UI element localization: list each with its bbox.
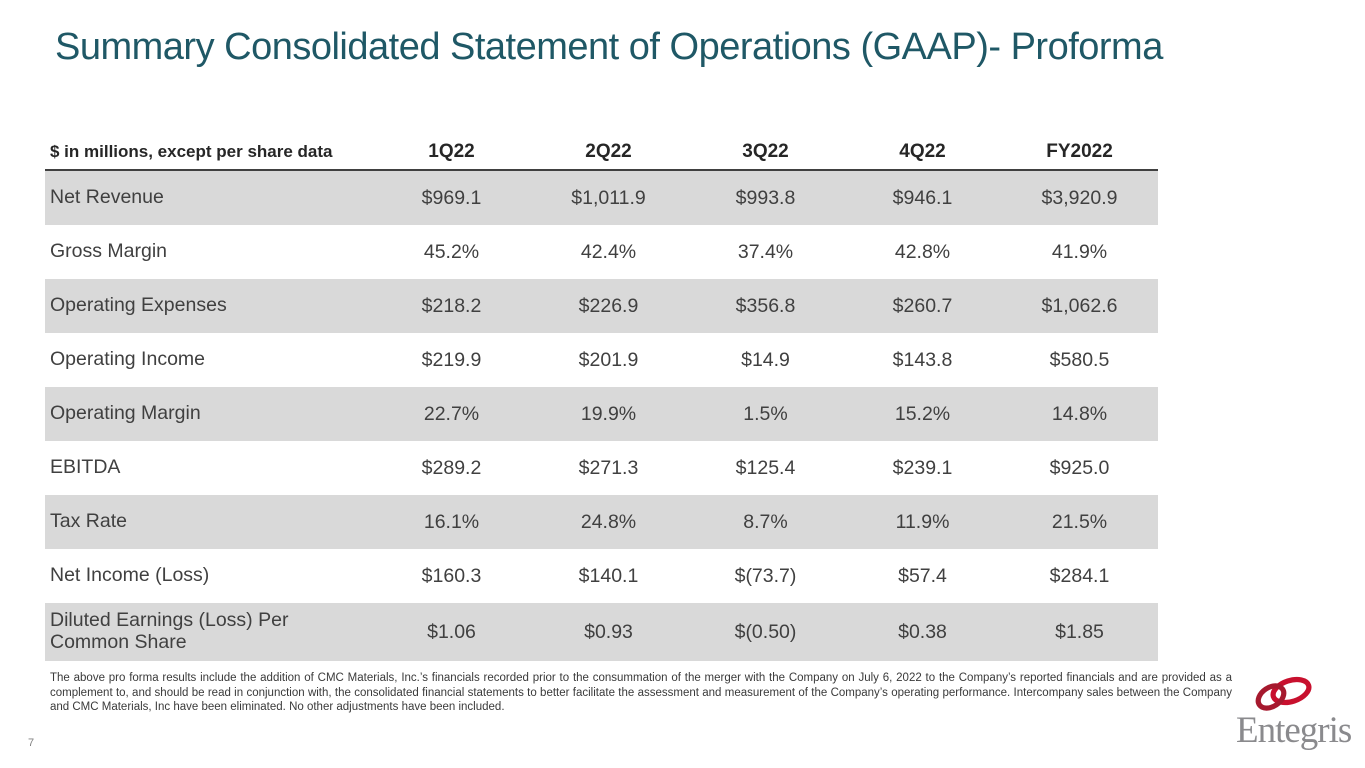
cell-value: $14.9 (741, 348, 790, 371)
cell-value: $1,062.6 (1041, 294, 1118, 317)
cell-value: $289.2 (421, 456, 482, 479)
row-label: Tax Rate (50, 510, 127, 533)
cell-value: $219.9 (421, 348, 482, 371)
cell-value: 15.2% (894, 402, 951, 425)
cell-value: $271.3 (578, 456, 639, 479)
table-body: Net Revenue $969.1 $1,011.9 $993.8 $946.1 $3,… (45, 171, 1158, 661)
table-row: Net Income (Loss) $160.3 $140.1 $(73.7) $57.… (45, 549, 1158, 603)
cell-value: $(73.7) (734, 564, 797, 587)
cell-value: $226.9 (578, 294, 639, 317)
cell-value: 41.9% (1051, 240, 1108, 263)
cell-value: $0.38 (898, 620, 947, 643)
cell-value: 14.8% (1051, 402, 1108, 425)
row-label: Operating Margin (50, 402, 201, 425)
cell-value: $925.0 (1049, 456, 1110, 479)
cell-value: 22.7% (423, 402, 480, 425)
cell-value: 37.4% (737, 240, 794, 263)
cell-value: $260.7 (892, 294, 953, 317)
cell-value: 8.7% (743, 510, 788, 533)
cell-value: $239.1 (892, 456, 953, 479)
cell-value: $125.4 (735, 456, 796, 479)
table-row: Operating Expenses $218.2 $226.9 $356.8 $260… (45, 279, 1158, 333)
cell-value: 45.2% (423, 240, 480, 263)
entegris-logo-text: Entegris (1236, 710, 1352, 751)
cell-value: $140.1 (578, 564, 639, 587)
cell-value: 42.8% (894, 240, 951, 263)
table-row: Gross Margin 45.2% 42.4% 37.4% 42.8% 41.9% (45, 225, 1158, 279)
cell-value: $57.4 (898, 564, 947, 587)
cell-value: 16.1% (423, 510, 480, 533)
entegris-rings-icon (1255, 676, 1312, 711)
footnote-text: The above pro forma results include the … (50, 672, 1232, 714)
column-header-3q22: 3Q22 (742, 140, 789, 162)
row-label: Gross Margin (50, 240, 168, 263)
row-label: Net Income (Loss) (50, 564, 210, 587)
table-unit-label: $ in millions, except per share data (50, 141, 333, 161)
column-header-fy2022: FY2022 (1046, 140, 1113, 162)
cell-value: $201.9 (578, 348, 639, 371)
cell-value: $993.8 (735, 186, 796, 209)
row-label: Operating Income (50, 348, 206, 371)
cell-value: 19.9% (580, 402, 637, 425)
cell-value: 11.9% (895, 510, 950, 533)
cell-value: 1.5% (743, 402, 788, 425)
cell-value: $356.8 (735, 294, 796, 317)
financial-table: $ in millions, except per share data 1Q2… (45, 138, 1158, 661)
column-header-2q22: 2Q22 (585, 140, 632, 162)
page-title: Summary Consolidated Statement of Operat… (55, 26, 1163, 68)
row-label: Operating Expenses (50, 294, 227, 317)
row-label: EBITDA (50, 456, 121, 479)
table-row: EBITDA $289.2 $271.3 $125.4 $239.1 $925.0 (45, 441, 1158, 495)
page-number: 7 (28, 737, 35, 749)
table-row: Tax Rate 16.1% 24.8% 8.7% 11.9% 21.5% (45, 495, 1158, 549)
cell-value: $3,920.9 (1041, 186, 1118, 209)
cell-value: $218.2 (421, 294, 482, 317)
row-label: Net Revenue (50, 186, 164, 209)
column-header-1q22: 1Q22 (428, 140, 475, 162)
table-row: Operating Income $219.9 $201.9 $14.9 $143.8 $… (45, 333, 1158, 387)
cell-value: $946.1 (892, 186, 953, 209)
cell-value: 21.5% (1051, 510, 1108, 533)
cell-value: $160.3 (421, 564, 482, 587)
cell-value: $(0.50) (734, 620, 797, 643)
entegris-logo: Entegris (1236, 674, 1365, 749)
cell-value: $1.85 (1055, 620, 1104, 643)
cell-value: 42.4% (580, 240, 637, 263)
row-label: Diluted Earnings (Loss) Per Common Share (50, 609, 289, 653)
column-header-4q22: 4Q22 (899, 140, 946, 162)
table-row: Net Revenue $969.1 $1,011.9 $993.8 $946.1 $3,… (45, 171, 1158, 225)
cell-value: 24.8% (580, 510, 637, 533)
cell-value: $284.1 (1049, 564, 1110, 587)
cell-value: $969.1 (421, 186, 482, 209)
cell-value: $0.93 (584, 620, 633, 643)
table-row: Diluted Earnings (Loss) Per Common Share… (45, 603, 1158, 661)
table-row: Operating Margin 22.7% 19.9% 1.5% 15.2% 14.8% (45, 387, 1158, 441)
cell-value: $1,011.9 (571, 186, 646, 209)
cell-value: $143.8 (892, 348, 953, 371)
cell-value: $1.06 (427, 620, 476, 643)
table-header-row: $ in millions, except per share data 1Q2… (45, 138, 1158, 171)
cell-value: $580.5 (1049, 348, 1110, 371)
